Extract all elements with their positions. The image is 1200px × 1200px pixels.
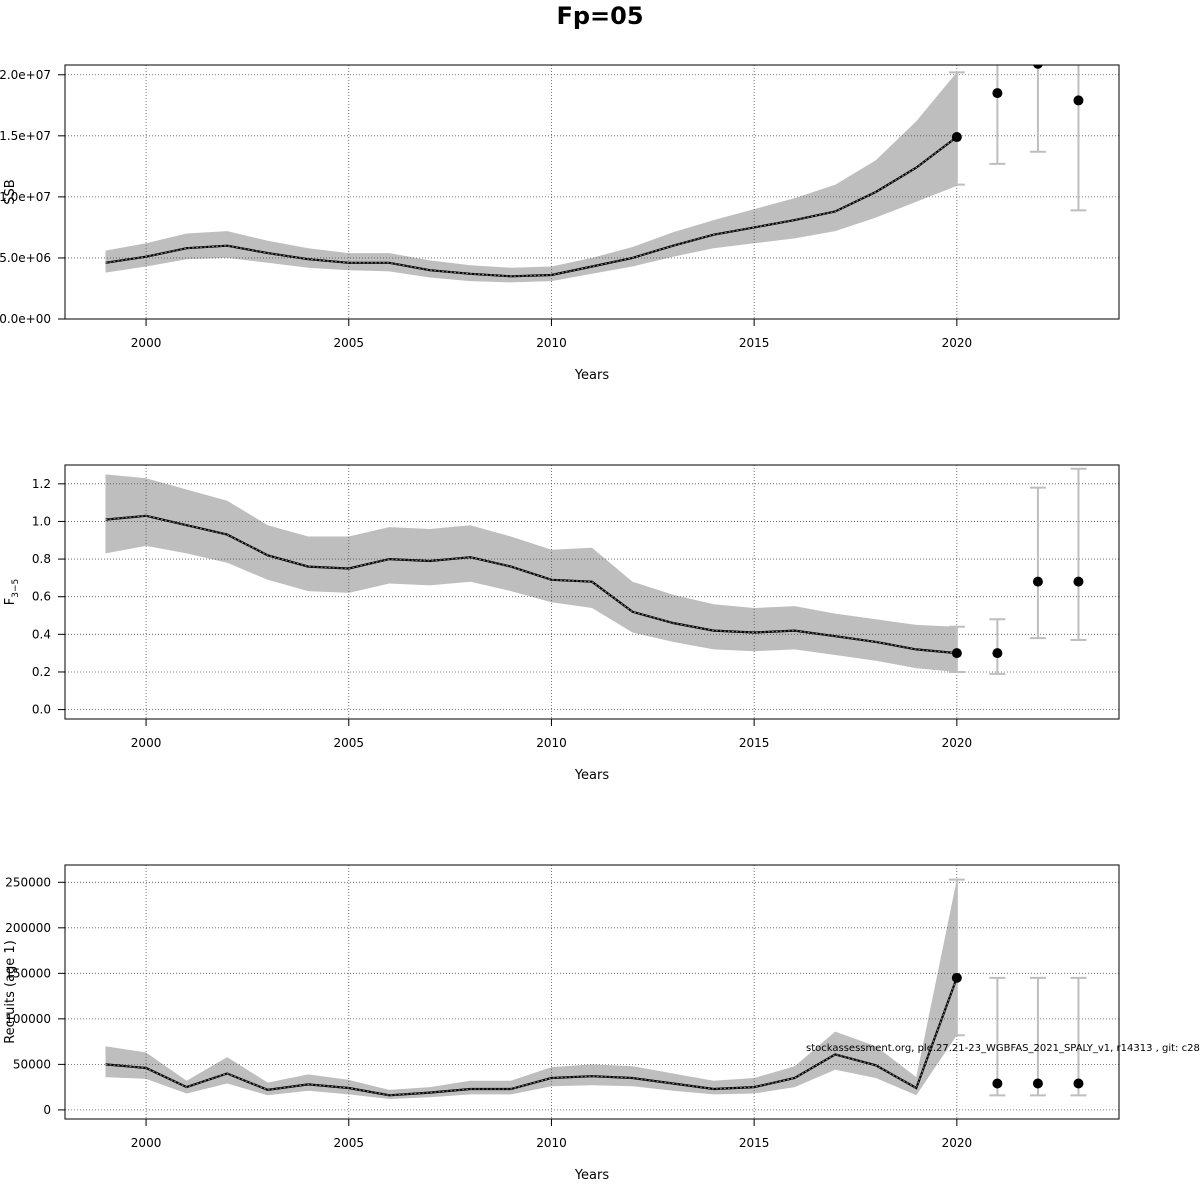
y-tick-label: 100000 [5, 1012, 51, 1026]
recruits-estimate-dash [105, 977, 958, 1096]
f-y-axis-label: F3−5 [3, 579, 21, 605]
y-tick-label: 1.0 [32, 514, 51, 528]
forecast-point [1032, 576, 1043, 587]
x-tick-label: 2000 [131, 736, 162, 750]
forecast-point [1033, 65, 1043, 69]
y-axis-label-subscript: 3−5 [11, 579, 21, 598]
x-tick-label: 2000 [131, 1136, 162, 1150]
x-tick-label: 2015 [739, 736, 770, 750]
y-tick-label: 50000 [13, 1057, 51, 1071]
x-tick-label: 2020 [942, 1136, 973, 1150]
ssb-y-axis-label: SSB [3, 179, 18, 204]
recruits-y-axis-label: Recruits (age 1) [3, 940, 18, 1044]
y-tick-label: 0.6 [32, 590, 51, 604]
ssb-forecast [948, 65, 1087, 212]
x-tick-label: 2005 [333, 336, 364, 350]
recruits-plot-frame [64, 864, 1120, 1120]
forecast-point [992, 648, 1003, 659]
y-tick-label: 0 [43, 1103, 51, 1117]
f-plot-frame [64, 464, 1120, 720]
y-tick-label: 0.2 [32, 665, 51, 679]
ssb-confidence-band [105, 72, 957, 283]
f-grid [65, 465, 1119, 719]
forecast-point [951, 132, 962, 143]
y-tick-label: 250000 [5, 875, 51, 889]
ssb-x-axis-label: Years [574, 368, 610, 383]
f-estimate-line [105, 514, 957, 655]
y-tick-label: 150000 [5, 966, 51, 980]
y-tick-label: 1.2 [32, 477, 51, 491]
recruits-confidence-band [105, 879, 957, 1099]
recruits-x-axis-label: Years [574, 1168, 610, 1183]
x-tick-label: 2015 [739, 336, 770, 350]
y-tick-label: 0.4 [32, 627, 51, 641]
y-tick-label: 0.0e+00 [0, 312, 51, 326]
x-tick-label: 2020 [942, 736, 973, 750]
footnote-text: stockassessment.org, ple.27.21-23_WGBFAS… [806, 1043, 1200, 1054]
y-tick-label: 5.0e+06 [0, 251, 51, 265]
forecast-point [1032, 1078, 1043, 1089]
recruits-panel: 2000 2005 2010 2015 2020 Years 0 50000 100000 150… [3, 864, 1120, 1183]
forecast-point [992, 88, 1003, 99]
forecast-point [1073, 95, 1084, 106]
y-tick-label: 200000 [5, 921, 51, 935]
ssb-estimate-dash [105, 136, 958, 277]
forecast-point [951, 648, 962, 659]
x-tick-label: 2015 [739, 1136, 770, 1150]
ssb-plot-frame [64, 64, 1120, 320]
x-tick-label: 2010 [536, 736, 567, 750]
page-title: Fp=05 [556, 2, 644, 30]
ssb-panel: 2000 2005 2010 2015 2020 Years 0.0e+00 5.0e+06 1… [0, 64, 1120, 383]
forecast-point [1073, 576, 1084, 587]
f-x-axis-label: Years [574, 768, 610, 783]
x-tick-label: 2010 [536, 1136, 567, 1150]
y-tick-label: 2.0e+07 [0, 68, 51, 82]
x-tick-label: 2005 [333, 736, 364, 750]
y-tick-label: 1.0e+07 [0, 190, 51, 204]
x-tick-label: 2010 [536, 336, 567, 350]
x-tick-label: 2005 [333, 1136, 364, 1150]
forecast-point [1073, 1078, 1084, 1089]
x-tick-label: 2000 [131, 336, 162, 350]
ssb-grid [65, 65, 1119, 320]
x-tick-label: 2020 [942, 336, 973, 350]
y-tick-label: 0.8 [32, 552, 51, 566]
forecast-point [951, 972, 962, 983]
recruits-forecast [948, 878, 1087, 1097]
f-forecast [948, 467, 1087, 675]
forecast-point [992, 1078, 1003, 1089]
y-tick-label: 0.0 [32, 703, 51, 717]
f-panel: 2000 2005 2010 2015 2020 Years 0.0 0.2 0.4 0.6 0.8… [3, 464, 1120, 783]
y-tick-label: 1.5e+07 [0, 129, 51, 143]
